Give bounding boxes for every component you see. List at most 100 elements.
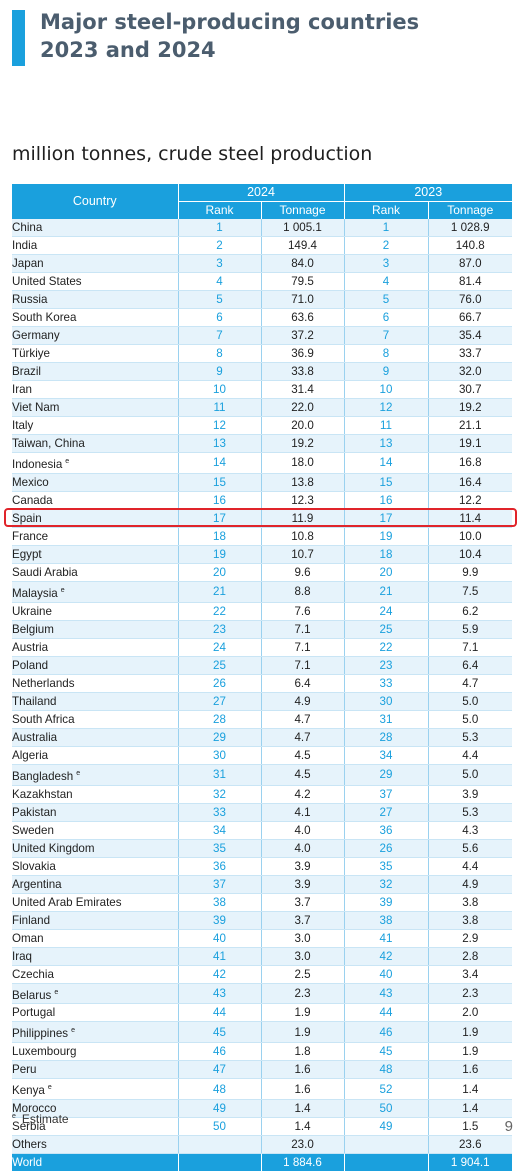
country-name-text: China <box>12 221 43 234</box>
tonnage-2023-text: 19.1 <box>458 437 482 450</box>
country-name: Finland <box>12 911 178 930</box>
table-row: Netherlands 26 6.4 33 4.7 <box>12 674 512 693</box>
table-row: Czechia 42 2.5 40 3.4 <box>12 965 512 984</box>
rank-2023-text: 48 <box>379 1063 393 1077</box>
rank-2023-text: 52 <box>379 1082 393 1096</box>
rank-2024-text: 2 <box>216 239 223 252</box>
country-name-text: Algeria <box>12 748 49 762</box>
tonnage-2024-text: 1.9 <box>294 1006 311 1020</box>
country-name-text: Kazakhstan <box>12 787 73 801</box>
world-tonnage-2024: 1 884.6 <box>260 1153 344 1171</box>
tonnage-2023: 7.1 <box>427 638 512 657</box>
tonnage-2023-text: 1.9 <box>462 1045 479 1059</box>
table-row: Indonesia e 14 18.0 14 16.8 <box>12 452 512 474</box>
table-row: Argentina 37 3.9 32 4.9 <box>12 875 512 894</box>
tonnage-2024-text: 1.8 <box>294 1045 311 1059</box>
tonnage-2023: 140.8 <box>427 236 512 255</box>
estimate-marker: e <box>54 988 59 996</box>
tonnage-2023-text: 7.1 <box>462 640 479 654</box>
rank-2023-text: 34 <box>379 748 393 762</box>
rank-2024-text: 19 <box>213 547 226 561</box>
others-tonnage-2023: 23.6 <box>427 1135 512 1155</box>
rank-2024: 32 <box>177 785 261 804</box>
tonnage-2024: 4.5 <box>260 764 344 786</box>
table-row: Peru 47 1.6 48 1.6 <box>12 1060 512 1080</box>
rank-2024-text: 9 <box>216 365 223 378</box>
tonnage-2024-text: 1.6 <box>294 1063 311 1077</box>
country-name: Argentina <box>12 875 178 894</box>
country-name: China <box>12 219 178 237</box>
table-row: Portugal 44 1.9 44 2.0 <box>12 1003 512 1023</box>
country-name-text: Belgium <box>12 622 54 636</box>
rank-2023: 5 <box>343 290 428 309</box>
rank-2024: 40 <box>177 929 261 948</box>
tonnage-2024-text: 71.0 <box>291 293 314 306</box>
title-accent-bar <box>12 10 25 66</box>
rank-2023-text: 7 <box>382 329 390 342</box>
tonnage-2023-text: 4.9 <box>462 877 479 891</box>
table-row: Oman 40 3.0 41 2.9 <box>12 929 512 948</box>
rank-2024: 11 <box>177 398 261 417</box>
country-name: Russia <box>12 290 178 309</box>
table-row: Taiwan, China 13 19.2 13 19.1 <box>12 434 512 453</box>
country-name-text: Serbia <box>12 1120 46 1134</box>
rank-2023-text: 28 <box>379 730 393 744</box>
tonnage-2024-text: 3.9 <box>294 859 311 873</box>
tonnage-2024: 37.2 <box>260 326 344 345</box>
rank-2024-text: 39 <box>213 913 226 927</box>
rank-2023: 24 <box>343 602 428 621</box>
tonnage-2023: 2.9 <box>427 929 512 948</box>
tonnage-2023: 5.9 <box>427 620 512 639</box>
rank-2024: 31 <box>177 764 261 786</box>
tonnage-2024: 3.7 <box>260 893 344 912</box>
rank-2024-text: 3 <box>216 257 223 270</box>
tonnage-2023: 10.0 <box>427 527 512 546</box>
table-row: United Arab Emirates 38 3.7 39 3.8 <box>12 893 512 912</box>
rank-2023: 50 <box>343 1099 428 1119</box>
tonnage-2023-text: 3.8 <box>462 895 479 909</box>
country-name-text: Oman <box>12 931 44 945</box>
tonnage-2024-text: 1.4 <box>294 1120 311 1134</box>
rank-2024: 10 <box>177 380 261 399</box>
tonnage-2024-text: 3.7 <box>294 895 311 909</box>
rank-2023: 27 <box>343 803 428 822</box>
tonnage-2023-text: 1.6 <box>462 1063 479 1077</box>
rank-2024-text: 48 <box>213 1082 226 1096</box>
tonnage-2023-text: 11.4 <box>459 511 482 525</box>
tonnage-2024-text: 33.8 <box>291 365 314 378</box>
rank-2024: 36 <box>177 857 261 876</box>
tonnage-2024-text: 4.7 <box>294 712 311 726</box>
tonnage-2023-text: 19.2 <box>458 401 482 414</box>
tonnage-2024-text: 9.6 <box>294 565 311 579</box>
tonnage-2023: 4.4 <box>427 746 512 765</box>
table-row: Serbia 50 1.4 49 1.5 <box>12 1117 512 1137</box>
country-name: Algeria <box>12 746 178 765</box>
country-name: Viet Nam <box>12 398 178 417</box>
country-name: India <box>12 236 178 255</box>
country-name: Belgium <box>12 620 178 639</box>
country-name: Poland <box>12 656 178 675</box>
country-name: Sweden <box>12 821 178 840</box>
table-row: Iran 10 31.4 10 30.7 <box>12 380 512 399</box>
rank-2023: 20 <box>343 563 428 582</box>
rank-2024-text: 41 <box>213 949 226 963</box>
tonnage-2024-text: 6.4 <box>294 676 311 690</box>
tonnage-2024: 149.4 <box>260 236 344 255</box>
rank-2024: 50 <box>177 1117 261 1137</box>
rank-2024-text: 34 <box>213 823 226 837</box>
country-name: Bangladesh e <box>12 764 178 786</box>
rank-2023-text: 40 <box>379 967 393 981</box>
rank-2024: 18 <box>177 527 261 546</box>
tonnage-2023-text: 7.5 <box>462 585 479 599</box>
rank-2024-text: 31 <box>213 768 226 782</box>
tonnage-2024: 1.6 <box>260 1060 344 1080</box>
tonnage-2024: 4.0 <box>260 821 344 840</box>
rank-2024: 38 <box>177 893 261 912</box>
tonnage-2024-text: 22.0 <box>291 401 314 414</box>
table-row: Spain 17 11.9 17 11.4 <box>12 509 512 528</box>
rank-2024-text: 27 <box>213 694 226 708</box>
country-name-text: Australia <box>12 730 58 744</box>
rank-2023: 23 <box>343 656 428 675</box>
table-row: Germany 7 37.2 7 35.4 <box>12 326 512 345</box>
country-name-text: Slovakia <box>12 859 56 873</box>
